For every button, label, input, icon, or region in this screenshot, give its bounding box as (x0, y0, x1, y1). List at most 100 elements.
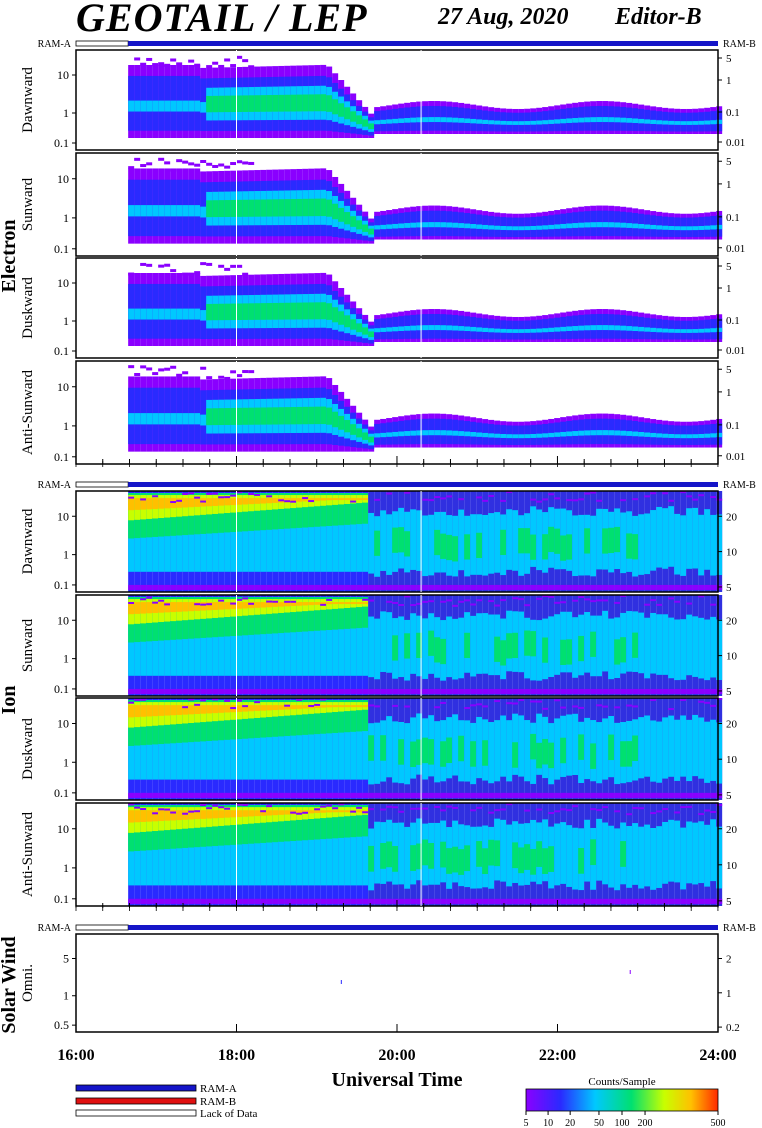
chart-editor: Editor-B (615, 4, 702, 30)
ram-lack-bar (75, 40, 129, 47)
y-tick-left-label: 10 (57, 172, 69, 186)
y-tick-right-label: 20 (726, 615, 738, 627)
y-tick-left-label: 1 (63, 314, 69, 328)
y-tick-left-label: 0.1 (54, 682, 69, 696)
y-tick-left-label: 10 (57, 380, 69, 394)
panel-label: Sunward (20, 618, 36, 672)
y-tick-left-label: 0.1 (54, 578, 69, 592)
y-tick-right-label: 20 (726, 511, 738, 523)
y-tick-right-label: 0.1 (726, 420, 740, 432)
y-tick-left-label: 1 (63, 755, 69, 769)
colorbar-tick-label: 50 (594, 1118, 604, 1128)
panel-label: Anti-Sunward (20, 370, 36, 455)
y-tick-right-label: 0.01 (726, 451, 745, 463)
y-tick-right-label: 0.01 (726, 243, 745, 255)
y-tick-left-label: 1 (63, 861, 69, 875)
y-tick-right-label: 1 (726, 179, 732, 191)
y-tick-left-label: 1 (63, 211, 69, 225)
colorbar (525, 1088, 719, 1112)
y-tick-left-label: 1 (63, 106, 69, 120)
y-tick-right-label: 0.01 (726, 345, 745, 357)
x-tick-label: 24:00 (699, 1047, 736, 1064)
y-tick-left-label: 1 (63, 548, 69, 562)
y-tick-right-label: 0.1 (726, 315, 740, 327)
x-tick-label: 18:00 (218, 1047, 255, 1064)
panel-label: Anti-Sunward (20, 812, 36, 897)
electron-panel (75, 257, 719, 359)
y-tick-left-label: 1 (63, 652, 69, 666)
ion-panel (75, 594, 719, 697)
y-tick-left-label: 0.1 (54, 344, 69, 358)
ram-left-label: RAM-A (38, 923, 72, 934)
chart-date: 27 Aug, 2020 (438, 4, 569, 30)
ram-a-bar (128, 925, 719, 930)
y-tick-left-label: 0.1 (54, 136, 69, 150)
legend-label: RAM-B (200, 1096, 236, 1108)
ram-left-label: RAM-A (38, 480, 72, 491)
y-tick-right-label: 10 (726, 754, 738, 766)
panel-label: Duskward (20, 277, 36, 339)
ram-a-bar (128, 41, 719, 46)
ram-right-label: RAM-B (723, 39, 756, 50)
y-tick-right-label: 5 (726, 364, 732, 376)
x-tick-label: 22:00 (539, 1047, 576, 1064)
y-tick-left-label: 5 (63, 952, 69, 966)
y-tick-right-label: 0.2 (726, 1022, 740, 1034)
y-tick-right-label: 0.01 (726, 137, 745, 149)
colorbar-tick-label: 200 (638, 1118, 653, 1128)
colorbar-tick-label: 500 (711, 1118, 726, 1128)
colorbar-tick-label: 10 (543, 1118, 553, 1128)
axes-text-layer: RAM-A RAM-B 10 1 0.1 5 1 0.1 0.01 Dawnward 10 1 0.1 5… (0, 39, 756, 1128)
x-tick-label: 16:00 (57, 1047, 94, 1064)
y-tick-right-label: 10 (726, 547, 738, 559)
y-tick-left-label: 10 (57, 717, 69, 731)
panel-label: Dawnward (20, 67, 36, 133)
y-tick-right-label: 5 (726, 686, 732, 698)
y-tick-right-label: 5 (726, 261, 732, 273)
chart-title: GEOTAIL / LEP (76, 0, 368, 40)
y-tick-left-label: 10 (57, 509, 69, 523)
ram-a-bar (128, 482, 719, 487)
ion-panel (75, 490, 719, 593)
ram-lack-bar (75, 924, 129, 931)
y-tick-right-label: 5 (726, 156, 732, 168)
y-tick-left-label: 0.1 (54, 242, 69, 256)
x-tick-label: 20:00 (378, 1047, 415, 1064)
y-tick-right-label: 5 (726, 53, 732, 65)
colorbar-tick-label: 100 (615, 1118, 630, 1128)
ram-right-label: RAM-B (723, 923, 756, 934)
y-tick-left-label: 10 (57, 613, 69, 627)
solar-wind-point (340, 980, 342, 984)
legend-swatch (75, 1097, 197, 1105)
y-tick-right-label: 20 (726, 719, 738, 731)
panel-label: Sunward (20, 177, 36, 231)
electron-panel (75, 152, 719, 257)
panels-layer (72, 40, 723, 1117)
y-tick-right-label: 2 (726, 954, 732, 966)
panel-label: Dawnward (20, 508, 36, 574)
y-tick-right-label: 1 (726, 283, 732, 295)
colorbar-title: Counts/Sample (588, 1076, 655, 1088)
solar-wind-panel (75, 933, 719, 1033)
colorbar-tick-label: 5 (524, 1118, 529, 1128)
ram-left-label: RAM-A (38, 39, 72, 50)
ram-right-label: RAM-B (723, 480, 756, 491)
y-tick-right-label: 5 (726, 896, 732, 908)
legend-label: Lack of Data (200, 1108, 258, 1120)
y-tick-right-label: 0.1 (726, 212, 740, 224)
group-label: Electron (0, 220, 20, 293)
y-tick-right-label: 10 (726, 860, 738, 872)
solar-wind-point (629, 970, 631, 974)
y-tick-left-label: 0.1 (54, 892, 69, 906)
legend-swatch (75, 1109, 197, 1117)
group-label: Solar Wind (0, 936, 20, 1033)
y-tick-right-label: 1 (726, 387, 732, 399)
y-tick-right-label: 1 (726, 988, 732, 1000)
group-label: Ion (0, 686, 20, 715)
y-tick-left-label: 1 (63, 989, 69, 1003)
y-tick-right-label: 20 (726, 824, 738, 836)
panel-label: Duskward (20, 718, 36, 780)
ion-panel (75, 697, 719, 801)
y-tick-left-label: 0.1 (54, 786, 69, 800)
